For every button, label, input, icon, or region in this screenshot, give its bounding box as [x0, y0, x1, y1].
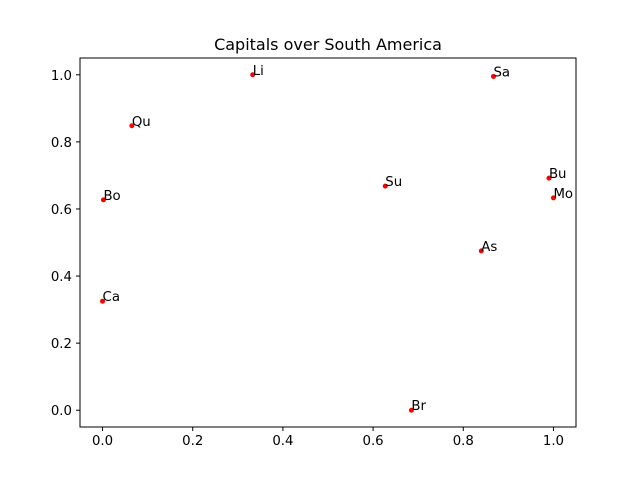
x-tick-label: 0.4 — [272, 434, 293, 449]
point-label: Bo — [103, 189, 120, 204]
data-point — [100, 197, 106, 203]
data-points: Li Sa Qu Bu Su Mo Bo As Ca Br — [100, 64, 573, 414]
chart-title: Capitals over South America — [214, 35, 442, 54]
y-tick-label: 1.0 — [51, 69, 72, 84]
data-point — [550, 195, 556, 201]
point-label: Br — [411, 399, 426, 414]
y-tick-label: 0.8 — [51, 136, 72, 151]
x-tick-label: 0.6 — [363, 434, 384, 449]
data-point — [129, 123, 135, 129]
point-label: Su — [385, 175, 402, 190]
x-tick-label: 0.2 — [182, 434, 203, 449]
data-point — [490, 73, 496, 79]
x-tick-label: 0.0 — [92, 434, 113, 449]
point-label: Mo — [553, 187, 573, 202]
data-point — [478, 248, 484, 254]
data-point — [100, 298, 106, 304]
plot-area-frame — [79, 57, 577, 428]
y-tick-label: 0.0 — [51, 404, 72, 419]
data-point — [250, 72, 256, 78]
data-point — [408, 407, 414, 413]
y-tick-label: 0.4 — [51, 270, 72, 285]
x-tick-label: 1.0 — [543, 434, 564, 449]
data-point — [546, 175, 552, 181]
x-tick-label: 0.8 — [453, 434, 474, 449]
point-label: As — [481, 240, 497, 255]
point-label: Ca — [103, 290, 120, 305]
y-tick-label: 0.6 — [51, 203, 72, 218]
y-tick-label: 0.2 — [51, 337, 72, 352]
point-label: Li — [253, 64, 264, 79]
x-axis: 0.0 0.2 0.4 0.6 0.8 1.0 — [92, 427, 564, 449]
point-label: Bu — [549, 167, 567, 182]
point-label: Qu — [132, 115, 151, 130]
y-axis: 0.0 0.2 0.4 0.6 0.8 1.0 — [51, 69, 80, 419]
data-point — [382, 183, 388, 189]
point-label: Sa — [493, 65, 510, 80]
